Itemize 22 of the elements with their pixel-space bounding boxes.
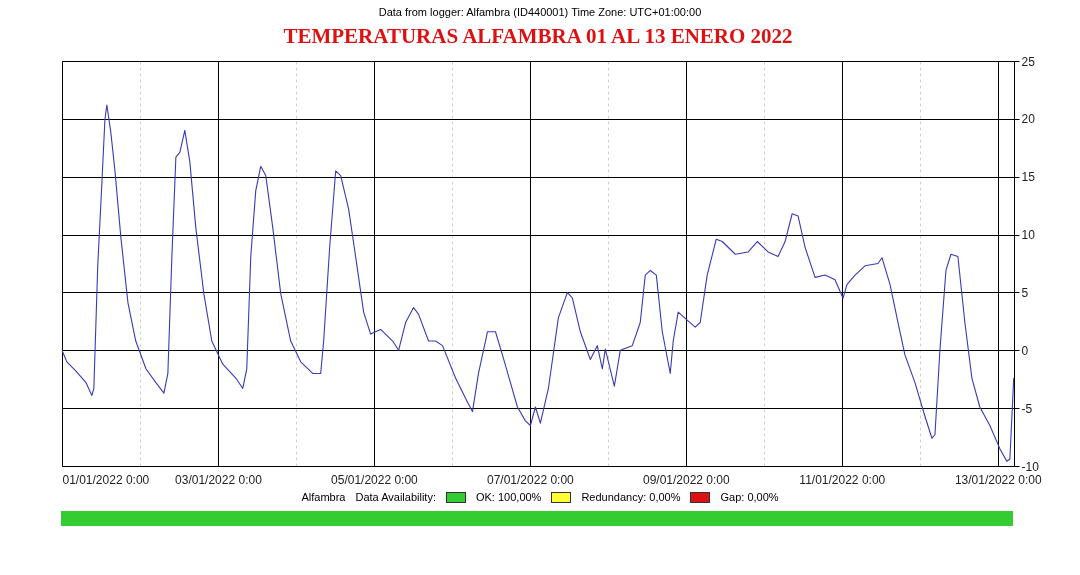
y-tick-label: 10	[1021, 228, 1036, 243]
y-tick-label: -10	[1021, 459, 1040, 474]
y-tick-label: 0	[1021, 343, 1029, 358]
y-tick-label: 15	[1021, 170, 1036, 185]
y-tick-label: -5	[1021, 401, 1033, 416]
x-tick-label: 07/01/2022 0:00	[487, 472, 575, 487]
chart-title: TEMPERATURAS ALFAMBRA 01 AL 13 ENERO 2022	[283, 24, 793, 48]
x-tick-label: 13/01/2022 0:00	[954, 472, 1042, 487]
text: Data from logger: Alfambra (ID440001) Time Zone: UTC+01:00:00	[377, 5, 703, 20]
x-tick-label: 11/01/2022 0:00	[799, 472, 886, 487]
x-tick-label: 01/01/2022 0:00	[62, 472, 150, 487]
text: Data Availability:	[355, 491, 436, 503]
text: Alfambra	[301, 491, 346, 503]
x-tick-label: 05/01/2022 0:00	[331, 472, 419, 487]
x-tick-label: 09/01/2022 0:00	[642, 472, 731, 487]
text: Redundancy: 0,00%	[581, 491, 681, 503]
text: OK: 100,00%	[475, 491, 542, 503]
y-tick-label: 25	[1021, 54, 1036, 69]
text: Gap: 0,00%	[720, 491, 779, 503]
y-tick-label: 5	[1021, 285, 1029, 300]
x-tick-label: 03/01/2022 0:00	[175, 472, 263, 487]
y-tick-label: 20	[1021, 112, 1036, 127]
